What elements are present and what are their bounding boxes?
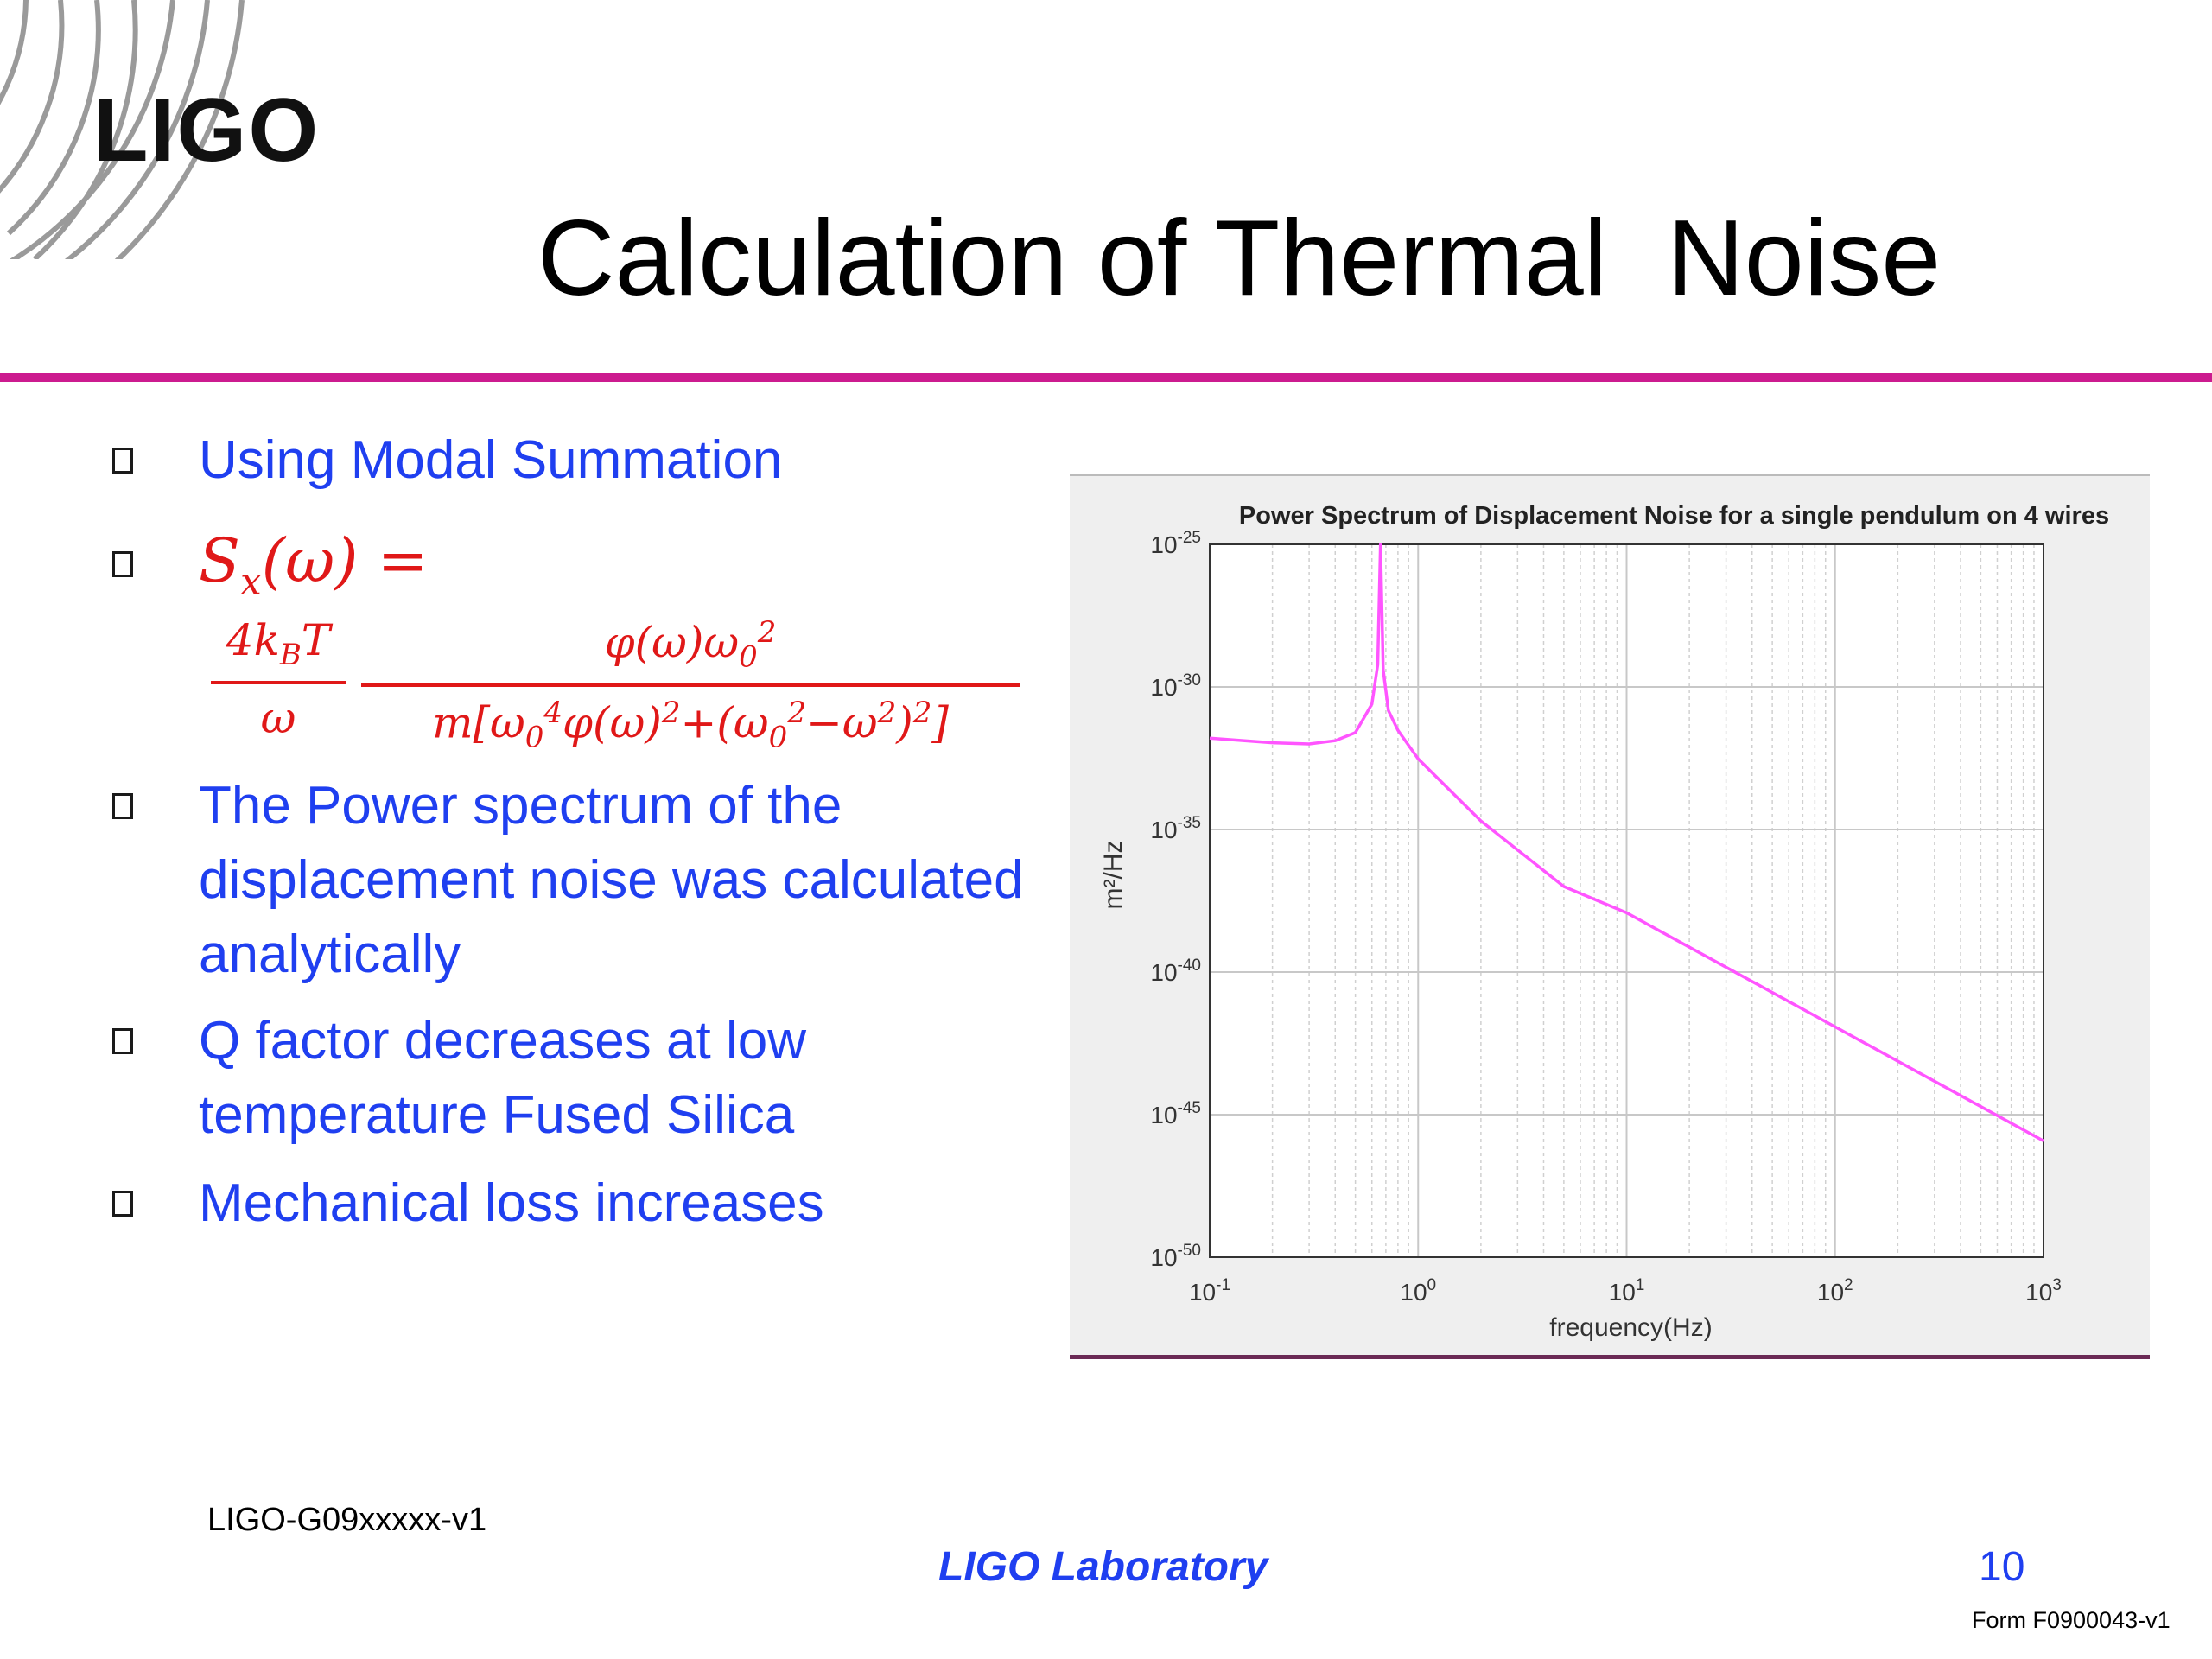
bullet-marker-icon <box>112 448 133 474</box>
bullet-text: Mechanical loss increases <box>199 1173 824 1233</box>
x-tick-label: 10-1 <box>1189 1276 1230 1306</box>
bullet-marker-icon <box>112 551 133 577</box>
y-tick-label: 10-45 <box>1150 1099 1201 1128</box>
form-id: Form F0900043-v1 <box>1972 1607 2171 1633</box>
x-tick-label: 102 <box>1817 1276 1853 1306</box>
ligo-logo-arcs-icon <box>0 0 245 259</box>
fraction-1-bar <box>211 681 346 684</box>
plot-border <box>1209 543 2044 1258</box>
bullet-marker-icon <box>112 1028 133 1054</box>
equation-fraction-1: 4kBT ω <box>211 615 346 743</box>
y-tick-label: 10-40 <box>1150 957 1201 986</box>
y-tick-label: 10-50 <box>1150 1242 1201 1271</box>
equation-fraction-2: φ(ω)ω02 m[ω04φ(ω)2+(ω02−ω2)2] <box>361 615 1020 754</box>
y-tick-label: 10-35 <box>1150 814 1201 843</box>
page-number: 10 <box>1979 1544 2025 1590</box>
fraction-1-denominator: ω <box>260 693 296 743</box>
title-divider <box>0 373 2212 382</box>
x-tick-label: 101 <box>1609 1276 1645 1306</box>
chart-title: Power Spectrum of Displacement Noise for… <box>1239 502 2109 530</box>
fraction-2-denominator: m[ω04φ(ω)2+(ω02−ω2)2] <box>432 695 949 755</box>
series-line <box>1209 543 2044 1142</box>
x-tick-label: 103 <box>2025 1276 2062 1306</box>
fraction-1-numerator: 4kBT <box>226 615 331 672</box>
x-axis-label: frequency(Hz) <box>1549 1313 1712 1342</box>
y-tick-label: 10-30 <box>1150 671 1201 701</box>
chart-top-border <box>1070 474 2150 476</box>
x-tick-label: 100 <box>1400 1276 1436 1306</box>
bullet-text: Using Modal Summation <box>199 430 783 490</box>
y-axis-label: m²/Hz <box>1099 841 1128 910</box>
fraction-2-numerator: φ(ω)ω02 <box>604 615 777 675</box>
fraction-2-bar <box>361 683 1020 687</box>
bullet-text: Q factor decreases at low temperature Fu… <box>199 1011 806 1145</box>
bullet-text: The Power spectrum of the displacement n… <box>199 776 1024 984</box>
chart-bottom-border <box>1070 1355 2150 1359</box>
document-id: LIGO-G09xxxxx-v1 <box>207 1502 487 1538</box>
ligo-logo: LIGO <box>93 80 321 181</box>
bullet-marker-icon <box>112 793 133 819</box>
lab-name: LIGO Laboratory <box>938 1544 1268 1590</box>
bullet-marker-icon <box>112 1191 133 1217</box>
page-title: Calculation of Thermal Noise <box>537 199 1942 318</box>
power-spectrum-chart: 10-1 100 101 102 103 10-25 10-30 10-35 10-40 10-4… <box>1099 502 2109 1342</box>
y-tick-label: 10-25 <box>1150 529 1201 558</box>
equation-lhs: Sx(ω) = <box>199 525 429 604</box>
